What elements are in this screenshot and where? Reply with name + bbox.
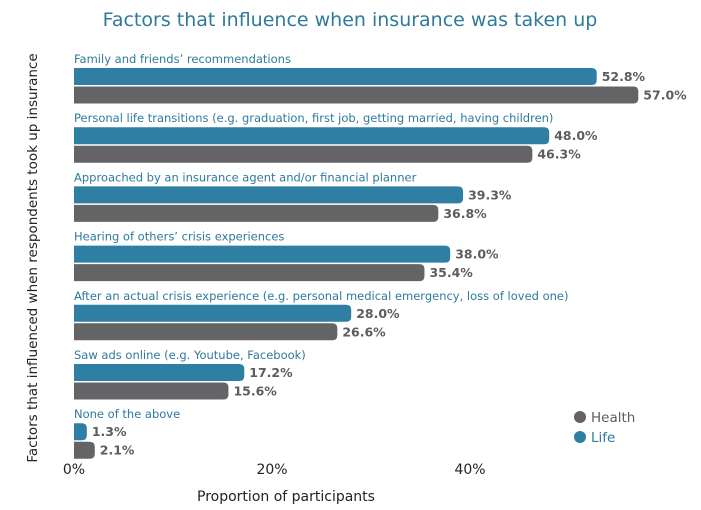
bar-life — [74, 68, 597, 85]
category-label: Approached by an insurance agent and/or … — [74, 170, 417, 184]
legend-label-life: Life — [591, 430, 615, 446]
bar-health — [74, 441, 95, 459]
data-label: 26.6% — [342, 324, 386, 339]
x-tick-label: 40% — [454, 462, 485, 478]
legend-marker-life — [574, 431, 586, 443]
bar-life — [74, 304, 352, 322]
bar-health — [74, 323, 338, 341]
data-label: 15.6% — [233, 384, 277, 399]
category-label: None of the above — [74, 407, 180, 421]
x-tick-label: 20% — [256, 462, 287, 478]
data-label: 35.4% — [429, 265, 473, 280]
bar-health — [74, 264, 425, 282]
data-label: 48.0% — [554, 128, 598, 143]
x-tick-label: 0% — [63, 462, 85, 478]
data-label: 46.3% — [537, 147, 581, 162]
bar-health — [74, 204, 439, 222]
bar-health — [74, 382, 229, 400]
data-label: 39.3% — [468, 187, 512, 202]
bar-life — [74, 423, 87, 441]
legend-label-health: Health — [591, 410, 635, 426]
category-label: Saw ads online (e.g. Youtube, Facebook) — [74, 348, 306, 362]
bar-health — [74, 86, 639, 104]
category-label: Hearing of others’ crisis experiences — [74, 230, 284, 244]
category-label: Personal life transitions (e.g. graduati… — [74, 111, 553, 125]
data-label: 38.0% — [455, 247, 499, 262]
data-label: 28.0% — [356, 306, 400, 321]
category-label: After an actual crisis experience (e.g. … — [74, 289, 568, 303]
bar-health — [74, 145, 533, 163]
x-axis-label: Proportion of participants — [197, 489, 375, 505]
bar-life — [74, 127, 550, 145]
bar-life — [74, 364, 245, 381]
bar-life — [74, 186, 464, 204]
data-label: 36.8% — [443, 206, 487, 221]
data-label: 52.8% — [602, 69, 646, 84]
category-label: Family and friends’ recommendations — [74, 52, 291, 66]
data-label: 17.2% — [249, 365, 293, 380]
legend-marker-health — [574, 411, 586, 423]
data-label: 1.3% — [92, 424, 127, 439]
y-axis-label: Factors that influenced when respondents… — [25, 53, 41, 462]
data-label: 57.0% — [643, 88, 687, 103]
bar-life — [74, 245, 451, 263]
chart-title: Factors that influence when insurance wa… — [103, 9, 598, 31]
data-label: 2.1% — [100, 443, 135, 458]
